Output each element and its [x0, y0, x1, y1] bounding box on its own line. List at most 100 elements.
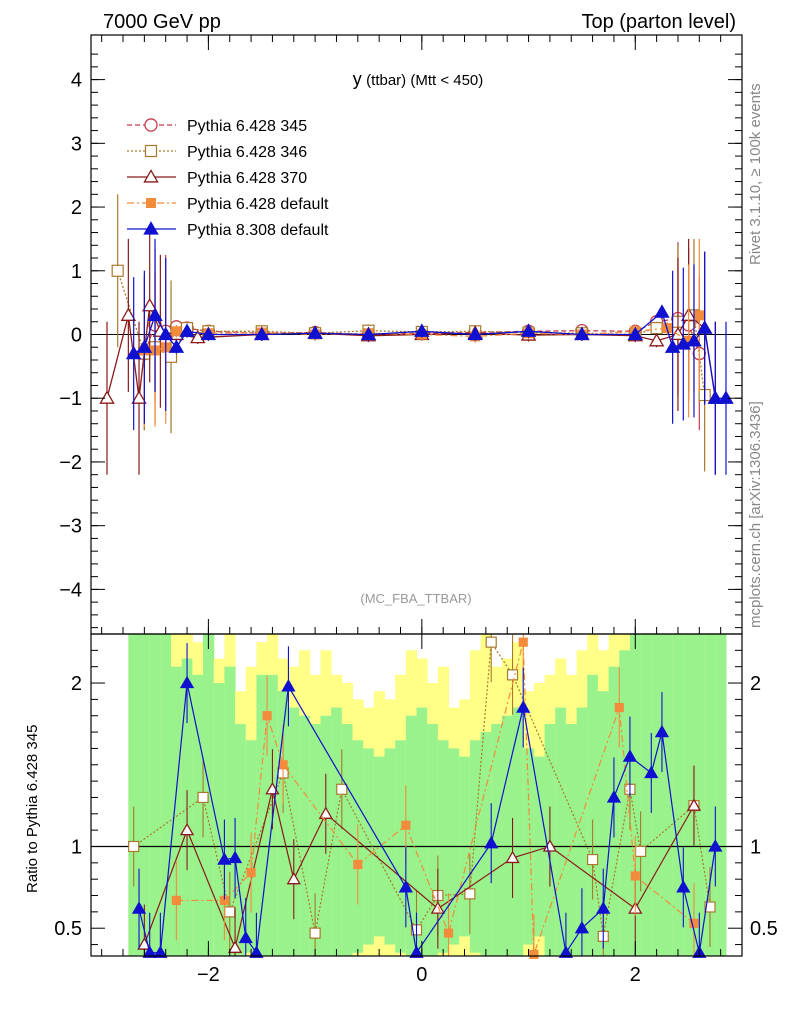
- ratio-ytick-label-right: 1: [750, 836, 761, 858]
- ratio-band-green: [651, 634, 663, 956]
- ratio-point: [128, 840, 140, 853]
- ratio-band-green: [427, 723, 439, 956]
- ratio-band-green: [224, 666, 236, 956]
- main-ytick-label: −3: [59, 516, 82, 538]
- ratio-band-green: [683, 634, 695, 956]
- ratio-point: [336, 783, 348, 795]
- ratio-point: [443, 928, 454, 938]
- ratio-point: [635, 845, 647, 857]
- main-ytick-label: 0: [71, 325, 82, 347]
- ratio-point: [586, 853, 599, 866]
- main-series-4: [125, 238, 734, 475]
- ratio-point: [518, 637, 528, 647]
- legend: Pythia 6.428 345 Pythia 6.428 346 Pythia 6…: [127, 118, 329, 239]
- ratio-point: [614, 702, 624, 713]
- ratio-point: [197, 791, 209, 804]
- main-point: [520, 323, 537, 337]
- main-point: [670, 326, 686, 341]
- main-point: [414, 323, 430, 337]
- plot-title: y (ttbar) (Mtt < 450): [353, 69, 484, 89]
- main-point: [179, 323, 195, 337]
- legend-label: Pythia 8.308 default: [187, 222, 329, 239]
- ratio-band-green: [256, 674, 268, 956]
- ratio-point: [689, 918, 699, 928]
- ratio-band-green: [619, 650, 631, 956]
- ratio-point: [238, 930, 253, 944]
- ratio-xtick-label: −2: [197, 964, 220, 986]
- axes: −4 −3 −2 −1 0 1 2 3 4 −2 0 2 0.5 0.5 1 1 2 2: [54, 34, 778, 986]
- ratio-point: [606, 790, 622, 803]
- main-ytick-label: 3: [71, 133, 82, 155]
- ratio-point: [622, 749, 638, 762]
- ratio-ylabel: Ratio to Pythia 6.428 345: [24, 725, 41, 893]
- ratio-band-green: [288, 707, 300, 956]
- ratio-point: [630, 871, 640, 881]
- main-point: [164, 350, 178, 363]
- ratio-band-green: [416, 707, 428, 956]
- ratio-point: [142, 945, 157, 958]
- ratio-point: [309, 927, 321, 939]
- ratio-band-green: [277, 691, 289, 956]
- legend-marker: [146, 198, 157, 209]
- main-series-line: [106, 303, 716, 399]
- ratio-point: [654, 724, 670, 738]
- ratio-point: [171, 895, 181, 906]
- ratio-band-green: [405, 715, 417, 956]
- ratio-point: [217, 852, 232, 865]
- rivet-label: Rivet 3.1.10, ≥ 100k events: [747, 83, 764, 265]
- legend-label: Pythia 6.428 370: [187, 170, 307, 187]
- legend-label: Pythia 6.428 345: [187, 118, 307, 135]
- main-point: [686, 332, 702, 347]
- ratio-band-green: [160, 634, 172, 956]
- main-ytick-label: −1: [59, 388, 82, 410]
- ratio-point: [644, 765, 659, 779]
- ratio-ytick-label: 0.5: [54, 918, 82, 940]
- ratio-point: [131, 901, 147, 914]
- ratio-band-green: [715, 634, 727, 956]
- ratio-band-green: [139, 634, 151, 956]
- main-point: [654, 304, 670, 318]
- ratio-point: [409, 945, 424, 958]
- main-point: [99, 390, 115, 404]
- ratio-point: [708, 839, 723, 852]
- ratio-point: [398, 880, 413, 893]
- main-point: [171, 326, 182, 337]
- legend-label: Pythia 6.428 default: [187, 196, 329, 213]
- main-point: [131, 390, 147, 404]
- ratio-point: [353, 859, 363, 870]
- ratio-point: [596, 901, 611, 914]
- ratio-series-1: [137, 749, 702, 956]
- ratio-band-green: [640, 634, 652, 956]
- ratio-point: [401, 820, 411, 830]
- ratio-point: [484, 835, 499, 849]
- ratio-point: [574, 920, 590, 934]
- ratio-band-green: [629, 634, 642, 956]
- ratio-band-green: [299, 715, 311, 956]
- main-ytick-label: 1: [71, 261, 82, 283]
- ratio-point: [227, 850, 243, 864]
- ratio-band-green: [565, 723, 578, 956]
- ratio-frame: [90, 633, 743, 957]
- ratio-xtick-label: 2: [630, 964, 641, 986]
- ratio-point: [278, 760, 288, 770]
- ratio-band-green: [480, 732, 492, 956]
- ratio-band-green: [309, 723, 321, 956]
- ratio-band-green: [587, 674, 599, 956]
- plot-title-main: y: [353, 69, 362, 89]
- ratio-point: [281, 678, 296, 692]
- ratio-band-green: [597, 691, 610, 956]
- ratio-band-green: [672, 634, 684, 956]
- ratio-point: [179, 822, 195, 836]
- ratio-ytick-label: 2: [71, 673, 82, 695]
- main-point: [157, 326, 174, 341]
- main-ytick-label: 2: [71, 197, 82, 219]
- ratio-point: [516, 700, 531, 713]
- ratio-band-green: [704, 634, 716, 956]
- ratio-xtick-label: 0: [416, 964, 427, 986]
- main-point: [254, 326, 270, 341]
- ratio-band-green: [512, 707, 524, 956]
- ratio-band-green: [491, 723, 503, 956]
- main-ytick-label: −4: [59, 579, 82, 601]
- ratio-point: [686, 798, 702, 811]
